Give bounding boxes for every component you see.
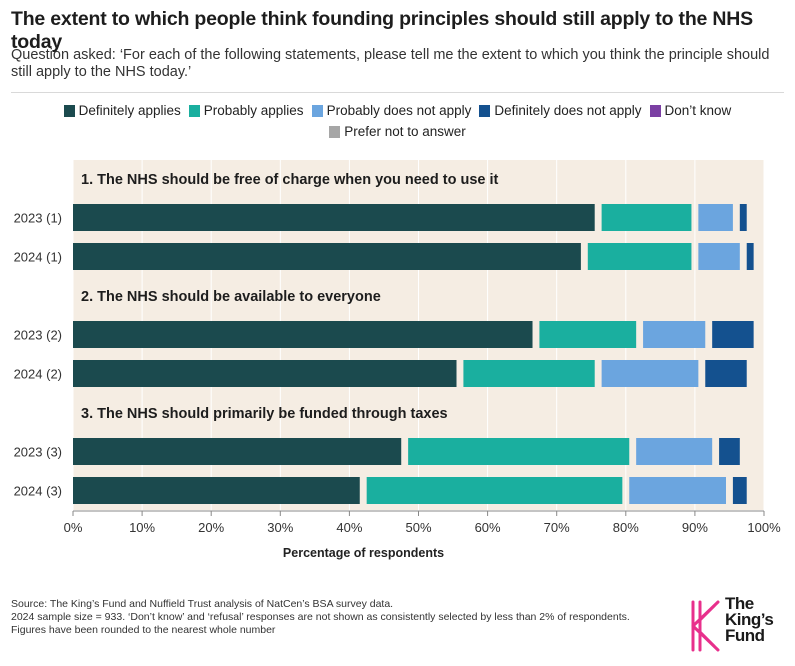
logo-text-the: The — [725, 594, 754, 613]
bar-segment — [698, 243, 740, 270]
legend-swatch-definitely-does-not-apply — [479, 104, 491, 117]
x-tick-label: 70% — [544, 520, 570, 535]
stacked-bar-chart: 1. The NHS should be free of charge when… — [14, 160, 781, 560]
bar-segment — [539, 321, 637, 348]
x-tick-label: 80% — [613, 520, 639, 535]
rounding-note-line: Figures have been rounded to the nearest… — [11, 624, 276, 636]
x-tick-label: 20% — [198, 520, 224, 535]
x-tick-label: 100% — [747, 520, 781, 535]
legend-item-probably-applies: Probably applies — [188, 103, 304, 118]
group-heading: 1. The NHS should be free of charge when… — [81, 172, 499, 188]
row-label: 2023 (3) — [14, 445, 62, 460]
legend-item-probably-does-not-apply: Probably does not apply — [311, 103, 472, 118]
kings-fund-k-mark-icon — [691, 600, 720, 652]
legend-swatch-definitely-applies — [63, 104, 75, 117]
legend-label: Probably applies — [203, 103, 304, 118]
bar-segment — [712, 321, 754, 348]
x-tick-label: 60% — [475, 520, 501, 535]
x-tick-label: 50% — [405, 520, 431, 535]
chart-legend: Definitely applies Probably applies Prob… — [30, 103, 765, 139]
bar-segment — [643, 321, 706, 348]
legend-swatch-probably-applies — [188, 104, 200, 117]
bar-segment — [719, 438, 740, 465]
bar-segment — [587, 243, 692, 270]
bar-segment — [601, 204, 692, 231]
legend-label: Probably does not apply — [326, 103, 472, 118]
x-tick-label: 30% — [267, 520, 293, 535]
header-divider — [11, 92, 784, 93]
bar-segment — [73, 438, 402, 465]
group-heading: 2. The NHS should be available to everyo… — [81, 289, 381, 305]
row-label: 2024 (3) — [14, 484, 62, 499]
x-tick-label: 10% — [129, 520, 155, 535]
logo-text-kings: King’s — [725, 610, 774, 629]
legend-item-definitely-applies: Definitely applies — [63, 103, 181, 118]
source-line: Source: The King’s Fund and Nuffield Tru… — [11, 598, 394, 610]
bar-segment — [629, 477, 726, 504]
row-label: 2024 (1) — [14, 250, 62, 265]
legend-item-definitely-does-not-apply: Definitely does not apply — [479, 103, 642, 118]
x-tick-label: 40% — [336, 520, 362, 535]
legend-swatch-dont-know — [649, 104, 661, 117]
bar-segment — [601, 360, 699, 387]
bar-segment — [73, 204, 595, 231]
legend-swatch-probably-does-not-apply — [311, 104, 323, 117]
bar-segment — [73, 360, 457, 387]
bar-segment — [746, 243, 754, 270]
legend-label: Definitely applies — [78, 103, 181, 118]
chart-title: The extent to which people think foundin… — [11, 8, 753, 53]
row-label: 2024 (2) — [14, 367, 62, 382]
x-axis-label: Percentage of respondents — [283, 546, 444, 560]
bar-segment — [366, 477, 623, 504]
legend-label: Don’t know — [664, 103, 732, 118]
sample-note-line: 2024 sample size = 933. ‘Don’t know’ and… — [11, 611, 630, 623]
legend-label: Prefer not to answer — [344, 124, 466, 139]
bar-segment — [73, 243, 581, 270]
bar-segment — [463, 360, 595, 387]
legend-label: Definitely does not apply — [494, 103, 642, 118]
group-heading: 3. The NHS should primarily be funded th… — [81, 406, 448, 422]
bar-segment — [732, 477, 747, 504]
logo-text-fund: Fund — [725, 626, 765, 645]
bar-segment — [739, 204, 747, 231]
chart-subtitle: Question asked: ‘For each of the followi… — [11, 47, 770, 80]
legend-item-dont-know: Don’t know — [649, 103, 732, 118]
row-label: 2023 (2) — [14, 328, 62, 343]
chart-source-note: Source: The King’s Fund and Nuffield Tru… — [11, 598, 671, 637]
kings-fund-logo: The King’s Fund — [688, 594, 778, 656]
bar-segment — [73, 321, 533, 348]
bar-segment — [705, 360, 747, 387]
bar-segment — [636, 438, 713, 465]
x-tick-label: 0% — [64, 520, 83, 535]
row-label: 2023 (1) — [14, 211, 62, 226]
x-tick-label: 90% — [682, 520, 708, 535]
bar-segment — [698, 204, 733, 231]
legend-swatch-prefer-not-to-answer — [329, 125, 341, 138]
legend-item-prefer-not-to-answer: Prefer not to answer — [329, 124, 466, 139]
bar-segment — [73, 477, 360, 504]
bar-segment — [408, 438, 630, 465]
